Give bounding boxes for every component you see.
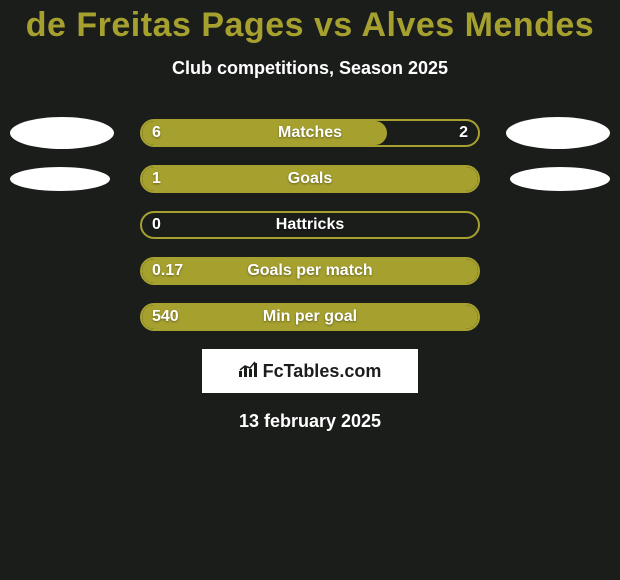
value-right: 2 xyxy=(459,124,468,142)
chart-row-min-per-goal: 540 Min per goal xyxy=(0,303,620,331)
value-left: 1 xyxy=(152,170,161,188)
metric-label: Matches xyxy=(278,124,342,142)
metric-label: Goals xyxy=(288,170,332,188)
value-left: 0 xyxy=(152,216,161,234)
value-left: 540 xyxy=(152,308,179,326)
metric-label: Goals per match xyxy=(247,262,372,280)
content: de Freitas Pages vs Alves Mendes Club co… xyxy=(0,0,620,432)
player-marker-right xyxy=(510,167,610,191)
metric-label: Hattricks xyxy=(276,216,344,234)
metric-label: Min per goal xyxy=(263,308,357,326)
player-marker-right xyxy=(506,117,610,149)
comparison-chart: 6 Matches 2 1 Goals 0 Hattricks xyxy=(0,119,620,331)
page-title: de Freitas Pages vs Alves Mendes xyxy=(0,0,620,42)
chart-row-hattricks: 0 Hattricks xyxy=(0,211,620,239)
bar-fill xyxy=(142,121,387,145)
chart-row-matches: 6 Matches 2 xyxy=(0,119,620,147)
branding-text: FcTables.com xyxy=(263,361,382,382)
value-left: 6 xyxy=(152,124,161,142)
player-marker-left xyxy=(10,167,110,191)
footer-date: 13 february 2025 xyxy=(0,411,620,432)
chart-row-goals-per-match: 0.17 Goals per match xyxy=(0,257,620,285)
page-subtitle: Club competitions, Season 2025 xyxy=(0,58,620,79)
bar-chart-icon xyxy=(239,361,259,382)
branding-logo: FcTables.com xyxy=(202,349,418,393)
value-left: 0.17 xyxy=(152,262,183,280)
player-marker-left xyxy=(10,117,114,149)
chart-row-goals: 1 Goals xyxy=(0,165,620,193)
